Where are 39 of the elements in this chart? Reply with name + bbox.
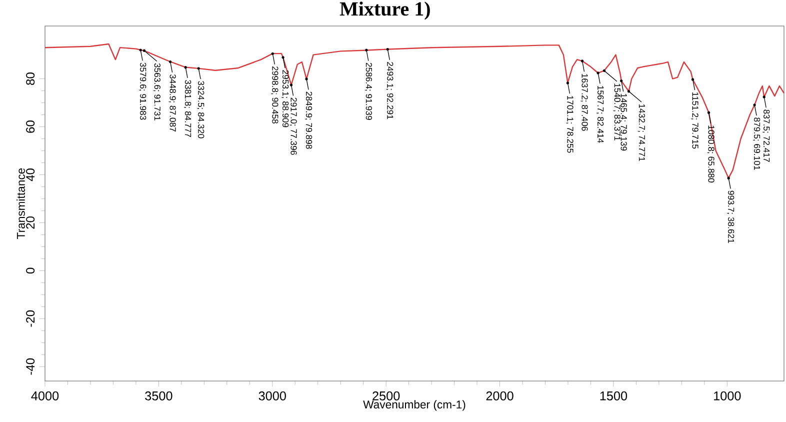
y-tick-label: 0	[26, 268, 35, 274]
annotation: 3579.6; 91.983	[139, 62, 146, 120]
x-tick-label: 1500	[600, 391, 628, 400]
annotation: 3448.9; 87.087	[168, 74, 176, 132]
x-tick-label: 3500	[145, 391, 172, 400]
annotation: 2953.1; 88.909	[281, 70, 289, 128]
y-axis-title: Transmittance	[16, 168, 25, 239]
y-tick-label: 80	[26, 72, 35, 85]
y-tick-label: -20	[26, 310, 35, 327]
annotation: 1567.7; 82.414	[596, 86, 604, 143]
annotation: 879.5; 69.101	[752, 118, 760, 170]
x-tick-label: 2000	[486, 391, 514, 400]
x-tick-label: 2500	[372, 391, 400, 400]
annotation: 2917.0; 77.396	[290, 98, 297, 155]
annotation: 1701.1; 78.255	[566, 96, 574, 153]
annotation: 3381.8; 84.777	[184, 80, 192, 138]
y-tick-label: -40	[26, 358, 35, 375]
annotation: 2586.4; 91.939	[364, 62, 372, 120]
annotation: 2998.8; 90.458	[271, 66, 278, 124]
y-tick-label: 40	[26, 168, 35, 182]
x-tick-label: 1000	[714, 391, 741, 400]
x-axis-title: Wavenumber (cm-1)	[363, 400, 466, 411]
annotation: 2493.1; 92.291	[386, 62, 394, 120]
annotation: 3563.6; 91.731	[153, 63, 160, 120]
annotation: 2849.9; 79.898	[304, 92, 312, 149]
annotation: 1465.4; 79.139	[620, 94, 627, 151]
chart-title: Mixture 1)	[340, 2, 430, 20]
annotation: 1540.7; 83.371	[613, 84, 620, 140]
annotation: 1637.2; 87.406	[580, 74, 588, 131]
annotation: 1151.2; 79.715	[691, 92, 698, 149]
y-tick-label: 60	[26, 120, 35, 133]
annotation: 837.5; 72.417	[762, 110, 770, 162]
x-tick-label: 3000	[258, 391, 286, 400]
annotation: 3324.5; 84.320	[197, 81, 204, 138]
x-tick-label: 4000	[31, 391, 59, 400]
annotation: 993.7; 38.621	[727, 190, 734, 243]
annotation: 1080.8; 65.880	[707, 126, 714, 182]
y-tick-label: 20	[26, 216, 35, 229]
annotation: 1432.7; 74.771	[638, 104, 645, 162]
